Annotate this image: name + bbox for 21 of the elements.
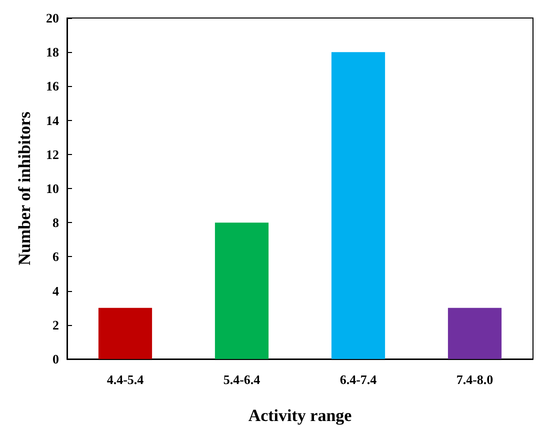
bar xyxy=(331,52,386,359)
y-tick-label: 18 xyxy=(46,44,60,60)
bar xyxy=(448,308,502,359)
y-tick-label: 16 xyxy=(46,78,60,94)
y-tick-label: 20 xyxy=(46,10,59,26)
y-tick-label: 12 xyxy=(46,146,59,162)
x-tick-label: 5.4-6.4 xyxy=(223,372,261,387)
y-tick-label: 0 xyxy=(52,352,59,366)
y-tick-label: 2 xyxy=(52,317,59,332)
x-tick-label: 6.4-7.4 xyxy=(340,372,378,387)
y-tick-label: 14 xyxy=(46,112,60,128)
bar xyxy=(214,222,269,359)
bar xyxy=(98,308,152,359)
x-tick-label: 7.4-8.0 xyxy=(456,372,494,387)
y-tick-label: 4 xyxy=(52,283,60,298)
y-tick-label: 10 xyxy=(46,181,59,196)
x-axis-title: Activity range xyxy=(248,406,352,425)
y-tick-label: 8 xyxy=(52,215,60,230)
y-axis-title: Number of inhibitors xyxy=(15,111,34,266)
x-tick-label: 4.4-5.4 xyxy=(106,372,144,387)
y-tick-label: 6 xyxy=(52,249,60,264)
